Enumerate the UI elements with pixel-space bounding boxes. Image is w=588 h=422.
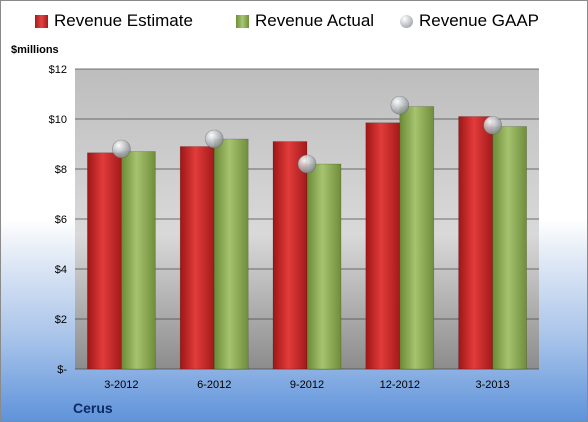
bar-revenue-estimate (179, 146, 215, 370)
point-revenue-gaap (204, 129, 224, 149)
legend-label-gaap: Revenue GAAP (419, 11, 540, 30)
x-tick-label: 3-2012 (104, 379, 138, 391)
bar-revenue-actual (121, 151, 156, 370)
x-tick-label: 12-2012 (380, 379, 420, 391)
y-tick-label: $4 (55, 264, 67, 276)
x-axis-ticks: 3-2012 6-2012 9-2012 12-2012 3-2013 (104, 379, 509, 391)
legend-label-estimate: Revenue Estimate (54, 11, 193, 30)
y-tick-label: $10 (49, 114, 67, 126)
bar-revenue-estimate (272, 141, 308, 370)
bar-revenue-estimate (87, 152, 122, 370)
bar-revenue-estimate (458, 116, 493, 370)
y-axis-unit-label: $millions (11, 44, 59, 56)
legend-item-estimate: Revenue Estimate (35, 11, 193, 31)
bar-revenue-actual (399, 106, 435, 370)
point-revenue-gaap (483, 115, 502, 135)
y-tick-label: $- (57, 364, 67, 376)
company-label: Cerus (73, 400, 113, 416)
legend-item-actual: Revenue Actual (236, 11, 374, 31)
y-tick-label: $2 (55, 314, 67, 326)
bar-revenue-actual (306, 163, 342, 370)
point-revenue-gaap (390, 95, 410, 115)
y-tick-label: $8 (55, 164, 67, 176)
bar-revenue-actual (213, 138, 249, 370)
legend-swatch-actual (236, 14, 249, 28)
y-tick-label: $6 (55, 214, 67, 226)
x-tick-label: 3-2013 (475, 379, 509, 391)
point-revenue-gaap (297, 154, 317, 174)
point-revenue-gaap (112, 139, 131, 159)
bar-revenue-estimate (365, 122, 401, 370)
chart-legend: Revenue Estimate Revenue Actual Revenue … (1, 1, 587, 41)
bar-revenue-actual (492, 126, 527, 370)
legend-label-actual: Revenue Actual (255, 11, 375, 30)
legend-item-gaap: Revenue GAAP (400, 11, 539, 31)
gaap-points (112, 95, 502, 174)
legend-marker-gaap (400, 14, 413, 28)
bars (87, 106, 527, 370)
y-axis-ticks: $- $2 $4 $6 $8 $10 $12 (49, 64, 68, 376)
legend-swatch-estimate (35, 14, 48, 28)
x-tick-label: 6-2012 (197, 379, 231, 391)
y-tick-label: $12 (49, 64, 67, 76)
x-tick-label: 9-2012 (290, 379, 324, 391)
